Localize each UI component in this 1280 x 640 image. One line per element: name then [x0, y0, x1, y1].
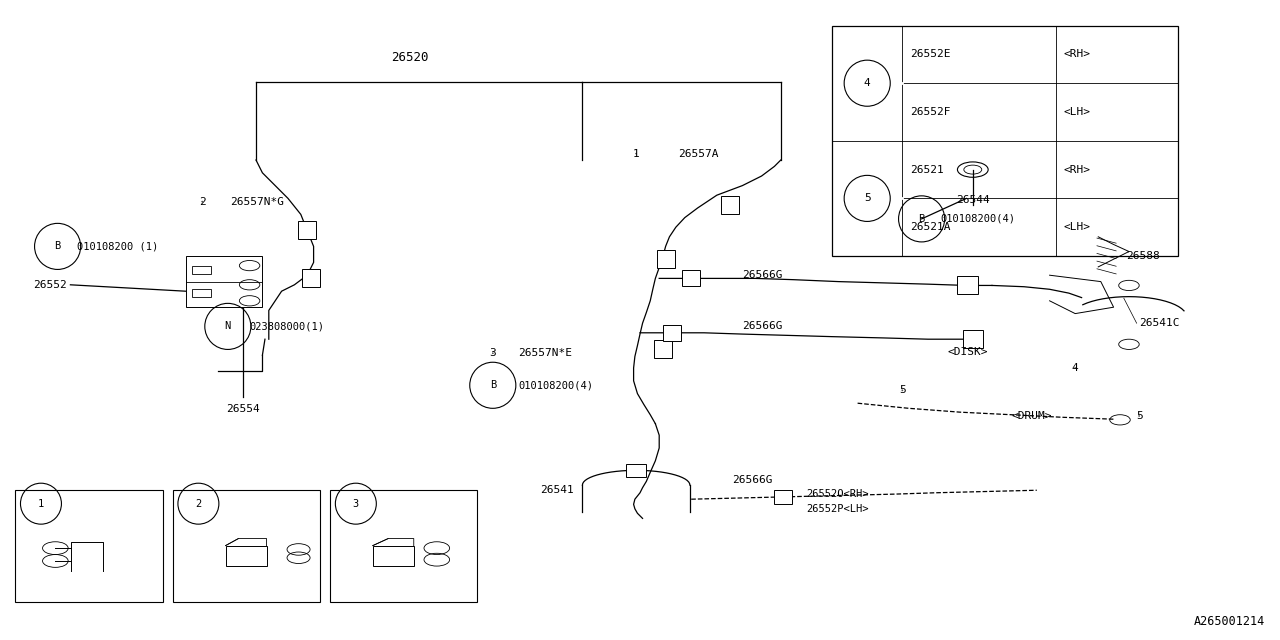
Text: 26566G: 26566G	[742, 321, 783, 332]
Text: 4: 4	[864, 78, 870, 88]
Text: 5: 5	[1135, 411, 1143, 421]
Bar	[298, 221, 316, 239]
Text: 26521: 26521	[910, 164, 943, 175]
Text: 1: 1	[38, 499, 44, 509]
Bar	[302, 269, 320, 287]
Bar	[15, 490, 163, 602]
Bar	[626, 464, 646, 477]
Bar	[774, 490, 792, 504]
Text: 3: 3	[353, 499, 358, 509]
Text: 26552F: 26552F	[910, 107, 951, 117]
Bar	[721, 196, 739, 214]
Text: 010108200(4): 010108200(4)	[518, 380, 594, 390]
Bar	[192, 289, 211, 297]
Text: 26557N*E: 26557N*E	[518, 348, 572, 358]
Text: 2: 2	[196, 499, 201, 509]
Text: 023808000(1): 023808000(1)	[250, 321, 325, 332]
Bar	[225, 545, 266, 566]
Text: 26541C: 26541C	[1139, 318, 1180, 328]
Text: 5: 5	[864, 193, 870, 204]
Bar	[330, 490, 477, 602]
Text: 26520: 26520	[390, 51, 429, 64]
Text: <RH>: <RH>	[1064, 164, 1091, 175]
Text: B: B	[919, 214, 924, 224]
Text: 26554: 26554	[227, 404, 260, 415]
Text: 010108200(4): 010108200(4)	[941, 214, 1016, 224]
Text: 1: 1	[632, 148, 640, 159]
Text: 010108200 (1): 010108200 (1)	[77, 241, 157, 252]
Bar	[682, 270, 700, 286]
Text: A265001214: A265001214	[1193, 616, 1265, 628]
Text: <LH>: <LH>	[1064, 107, 1091, 117]
Text: 26541: 26541	[540, 484, 573, 495]
Bar	[963, 330, 983, 348]
Text: 3: 3	[489, 348, 497, 358]
Text: 26552O<RH>: 26552O<RH>	[806, 489, 869, 499]
Text: <DRUM>: <DRUM>	[1011, 411, 1052, 421]
Text: 26521A: 26521A	[910, 222, 951, 232]
Text: 26566G: 26566G	[742, 270, 783, 280]
Text: 26544: 26544	[956, 195, 989, 205]
Text: 2: 2	[198, 196, 206, 207]
Bar	[186, 256, 262, 307]
Text: 26552E: 26552E	[910, 49, 951, 60]
Text: N: N	[225, 321, 230, 332]
Text: <LH>: <LH>	[1064, 222, 1091, 232]
Text: B: B	[490, 380, 495, 390]
Text: 26552: 26552	[33, 280, 67, 290]
Text: 4: 4	[1071, 363, 1079, 373]
Text: B: B	[55, 241, 60, 252]
Text: 26557N*G: 26557N*G	[230, 196, 284, 207]
Text: 26588: 26588	[1126, 251, 1160, 261]
Text: <RH>: <RH>	[1064, 49, 1091, 60]
Text: 5: 5	[899, 385, 906, 396]
Text: 26557A: 26557A	[678, 148, 719, 159]
Text: <DISK>: <DISK>	[947, 347, 988, 357]
Bar	[832, 26, 1178, 256]
Bar	[372, 545, 413, 566]
Bar	[663, 325, 681, 340]
Bar	[957, 276, 978, 294]
Bar	[192, 266, 211, 274]
Text: 26552P<LH>: 26552P<LH>	[806, 504, 869, 514]
Bar	[173, 490, 320, 602]
Bar	[657, 250, 675, 268]
Bar	[654, 340, 672, 358]
Text: 26566G: 26566G	[732, 475, 773, 485]
